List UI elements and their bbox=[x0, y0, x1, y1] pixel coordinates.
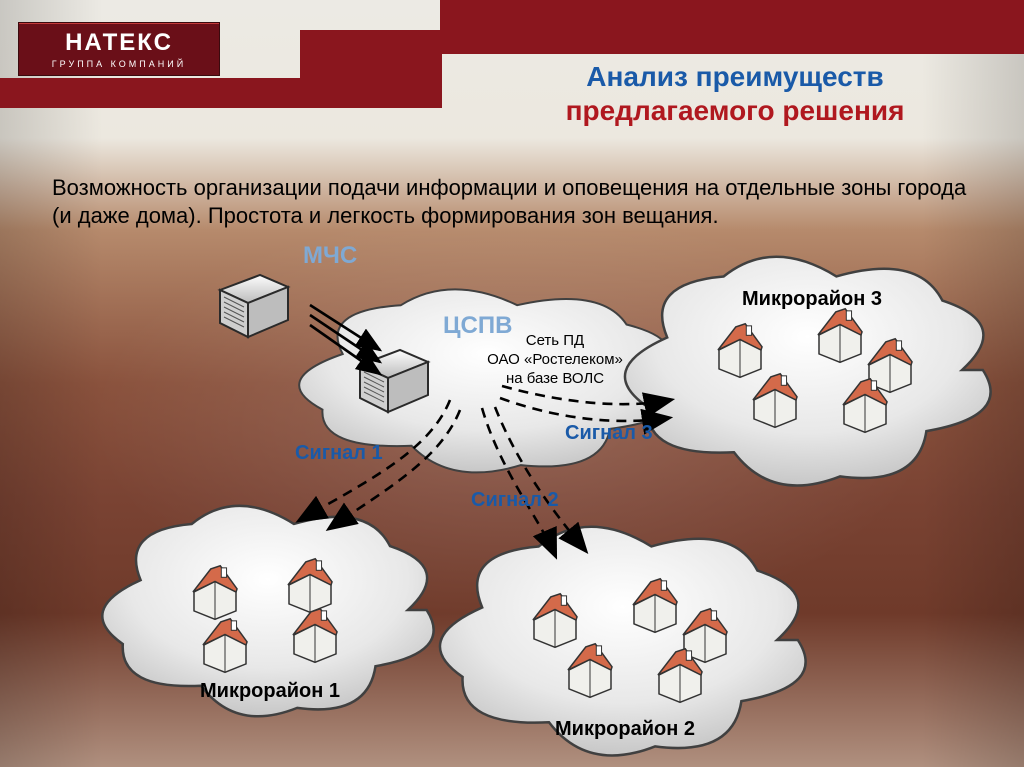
center-line1: Сеть ПД bbox=[465, 331, 645, 350]
label-mkr3: Микрорайон 3 bbox=[742, 288, 882, 311]
label-mkr1: Микрорайон 1 bbox=[200, 680, 340, 703]
label-mkr2: Микрорайон 2 bbox=[555, 718, 695, 741]
server-icon bbox=[220, 275, 288, 337]
label-signal1: Сигнал 1 bbox=[295, 442, 383, 465]
slide-root: НАТЕКС ГРУППА КОМПАНИЙ Анализ преимущест… bbox=[0, 0, 1024, 767]
label-mchs: МЧС bbox=[303, 242, 357, 270]
label-signal2: Сигнал 2 bbox=[471, 489, 559, 512]
center-cloud-text: Сеть ПД ОАО «Ростелеком» на базе ВОЛС bbox=[465, 331, 645, 388]
center-line3: на базе ВОЛС bbox=[465, 369, 645, 388]
center-line2: ОАО «Ростелеком» bbox=[465, 350, 645, 369]
label-signal3: Сигнал 3 bbox=[565, 422, 653, 445]
